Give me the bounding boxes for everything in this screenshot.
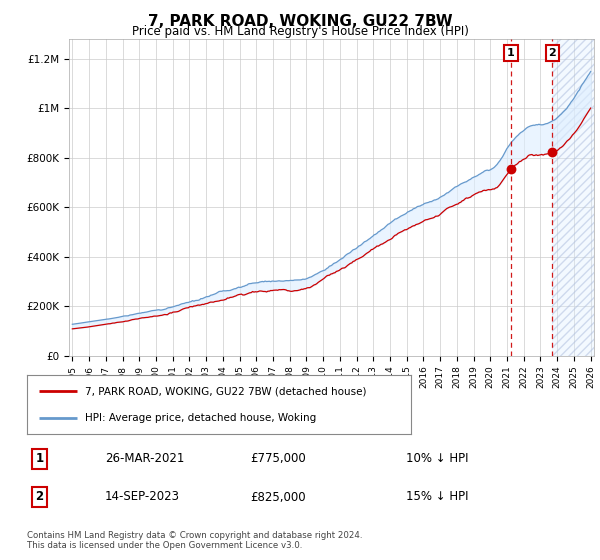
Text: 7, PARK ROAD, WOKING, GU22 7BW: 7, PARK ROAD, WOKING, GU22 7BW [148,14,452,29]
Text: 10% ↓ HPI: 10% ↓ HPI [406,452,469,465]
Text: 2: 2 [35,491,43,503]
Text: Price paid vs. HM Land Registry's House Price Index (HPI): Price paid vs. HM Land Registry's House … [131,25,469,38]
Text: £775,000: £775,000 [250,452,306,465]
Text: £825,000: £825,000 [250,491,306,503]
Text: 1: 1 [35,452,43,465]
Point [506,165,516,174]
Text: 15% ↓ HPI: 15% ↓ HPI [406,491,469,503]
Point [548,147,557,156]
Text: Contains HM Land Registry data © Crown copyright and database right 2024.
This d: Contains HM Land Registry data © Crown c… [27,531,362,550]
Text: HPI: Average price, detached house, Woking: HPI: Average price, detached house, Woki… [85,413,316,423]
Text: 26-MAR-2021: 26-MAR-2021 [105,452,184,465]
Text: 2: 2 [548,48,556,58]
Text: 7, PARK ROAD, WOKING, GU22 7BW (detached house): 7, PARK ROAD, WOKING, GU22 7BW (detached… [85,386,366,396]
Text: 14-SEP-2023: 14-SEP-2023 [105,491,180,503]
Bar [553,39,594,356]
Bar [553,39,594,356]
Text: 1: 1 [507,48,515,58]
